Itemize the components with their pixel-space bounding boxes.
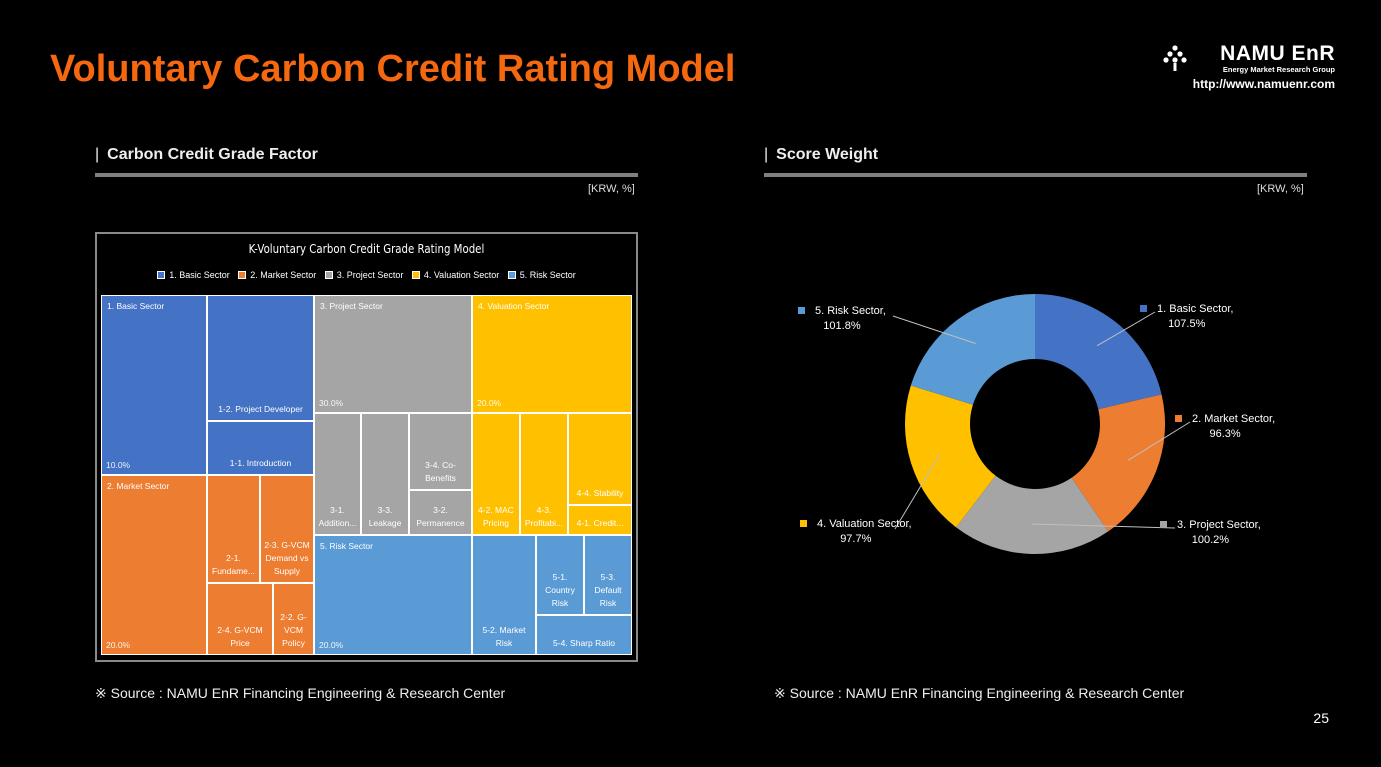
cell-label: 1-2. Project Developer	[218, 404, 303, 414]
cell-label: 5. Risk Sector	[320, 541, 373, 551]
legend-market: 2. Market Sector	[238, 270, 316, 280]
logo-subtitle: Energy Market Research Group	[1222, 65, 1335, 74]
treemap-chart: K-Voluntary Carbon Credit Grade Rating M…	[95, 232, 638, 662]
treemap-group-cell: 4. Valuation Sector 20.0%	[472, 295, 632, 413]
left-unit: [KRW, %]	[588, 183, 635, 195]
cell-percent: 10.0%	[106, 460, 131, 470]
donut-data-label: 3. Project Sector, 100.2%	[1160, 518, 1261, 548]
cell-label: 5-1. Country Risk	[545, 572, 575, 608]
logo-tree-icon	[1163, 45, 1187, 71]
donut-data-label: 4. Valuation Sector, 97.7%	[800, 517, 912, 547]
leader-line	[894, 454, 941, 530]
right-section-title: | Score Weight	[764, 146, 879, 163]
treemap-leaf-cell: 2-1. Fundame...	[207, 475, 260, 583]
cell-label: 2-2. G-VCM Policy	[280, 612, 307, 648]
treemap-leaf-cell: 5-3. Default Risk	[584, 535, 632, 615]
treemap-legend: 1. Basic Sector 2. Market Sector 3. Proj…	[97, 270, 636, 280]
right-source: ※ Source : NAMU EnR Financing Engineerin…	[774, 685, 1185, 701]
treemap-leaf-cell: 2-4. G-VCM Price	[207, 583, 273, 655]
cell-label: 1. Basic Sector	[107, 301, 165, 311]
donut-slice	[956, 475, 1109, 554]
donut-slice	[1071, 394, 1165, 532]
cell-label: 4-4. Stability	[576, 488, 624, 498]
treemap-leaf-cell: 4-2. MAC Pricing	[472, 413, 520, 535]
treemap-group-cell: 1. Basic Sector 10.0%	[101, 295, 207, 475]
donut-data-label: 5. Risk Sector, 101.8%	[798, 304, 886, 334]
donut-chart	[892, 294, 1191, 554]
cell-label: 4-1. Credit...	[576, 518, 624, 528]
treemap-leaf-cell: 5-4. Sharp Ratio	[536, 615, 632, 655]
treemap-leaf-cell: 3-4. Co-Benefits	[409, 413, 472, 490]
treemap-leaf-cell: 2-2. G-VCM Policy	[273, 583, 314, 655]
cell-label: 2-1. Fundame...	[212, 553, 255, 576]
treemap-leaf-cell: 5-1. Country Risk	[536, 535, 584, 615]
legend-project: 3. Project Sector	[324, 270, 403, 280]
treemap-leaf-cell: 4-4. Stability	[568, 413, 632, 505]
donut-data-label: 2. Market Sector, 96.3%	[1175, 412, 1275, 442]
treemap-leaf-cell: 2-3. G-VCM Demand vs Supply	[260, 475, 314, 583]
cell-label: 3-1. Addition...	[318, 505, 357, 528]
cell-label: 3-2. Permanence	[416, 505, 465, 528]
treemap-group-cell: 5. Risk Sector 20.0%	[314, 535, 472, 655]
cell-percent: 20.0%	[319, 640, 344, 650]
cell-label: 2. Market Sector	[107, 481, 170, 491]
cell-label: 4-3. Profitabi...	[524, 505, 564, 528]
right-unit: [KRW, %]	[1257, 183, 1304, 195]
left-divider	[95, 173, 638, 177]
legend-basic: 1. Basic Sector	[157, 270, 230, 280]
cell-percent: 20.0%	[106, 640, 131, 650]
leader-line	[892, 315, 976, 344]
treemap-leaf-cell: 1-1. Introduction	[207, 421, 314, 475]
legend-valuation: 4. Valuation Sector	[411, 270, 499, 280]
cell-label: 3. Project Sector	[320, 301, 383, 311]
left-source: ※ Source : NAMU EnR Financing Engineerin…	[95, 685, 506, 701]
cell-label: 3-4. Co-Benefits	[425, 460, 456, 483]
treemap-leaf-cell: 5-2. Market Risk	[472, 535, 536, 655]
treemap-leaf-cell: 1-2. Project Developer	[207, 295, 314, 421]
donut-slice	[1035, 294, 1162, 410]
treemap-group-cell: 3. Project Sector 30.0%	[314, 295, 472, 413]
cell-label: 5-4. Sharp Ratio	[553, 638, 615, 648]
treemap-group-cell: 2. Market Sector 20.0%	[101, 475, 207, 655]
treemap-leaf-cell: 3-1. Addition...	[314, 413, 361, 535]
leader-line	[1032, 523, 1176, 529]
cell-label: 5-3. Default Risk	[594, 572, 622, 608]
logo-name: NAMU EnR	[1220, 42, 1335, 65]
treemap-leaf-cell: 3-3. Leakage	[361, 413, 409, 535]
cell-label: 5-2. Market Risk	[482, 625, 526, 648]
donut-slice	[910, 294, 1035, 405]
treemap-title: K-Voluntary Carbon Credit Grade Rating M…	[248, 242, 485, 256]
legend-risk: 5. Risk Sector	[507, 270, 576, 280]
treemap-leaf-cell: 3-2. Permanence	[409, 490, 472, 535]
cell-label: 2-4. G-VCM Price	[217, 625, 263, 648]
leader-line	[1127, 421, 1191, 461]
cell-label: 1-1. Introduction	[229, 458, 292, 468]
donut-slice	[905, 385, 996, 528]
logo-url: http://www.namuenr.com	[1192, 77, 1335, 91]
right-divider	[764, 173, 1307, 177]
logo: NAMU EnR Energy Market Research Group ht…	[1163, 42, 1335, 91]
cell-percent: 20.0%	[477, 398, 502, 408]
page-number: 25	[1313, 710, 1329, 726]
donut-data-label: 1. Basic Sector, 107.5%	[1140, 302, 1233, 332]
page-title: Voluntary Carbon Credit Rating Model	[50, 48, 736, 90]
cell-label: 3-3. Leakage	[368, 505, 402, 528]
cell-label: 2-3. G-VCM Demand vs Supply	[264, 540, 310, 576]
cell-label: 4-2. MAC Pricing	[478, 505, 514, 528]
cell-label: 4. Valuation Sector	[478, 301, 550, 311]
leader-line	[1096, 311, 1156, 347]
left-section-title: | Carbon Credit Grade Factor	[95, 146, 318, 163]
cell-percent: 30.0%	[319, 398, 344, 408]
treemap-leaf-cell: 4-3. Profitabi...	[520, 413, 568, 535]
treemap-leaf-cell: 4-1. Credit...	[568, 505, 632, 535]
